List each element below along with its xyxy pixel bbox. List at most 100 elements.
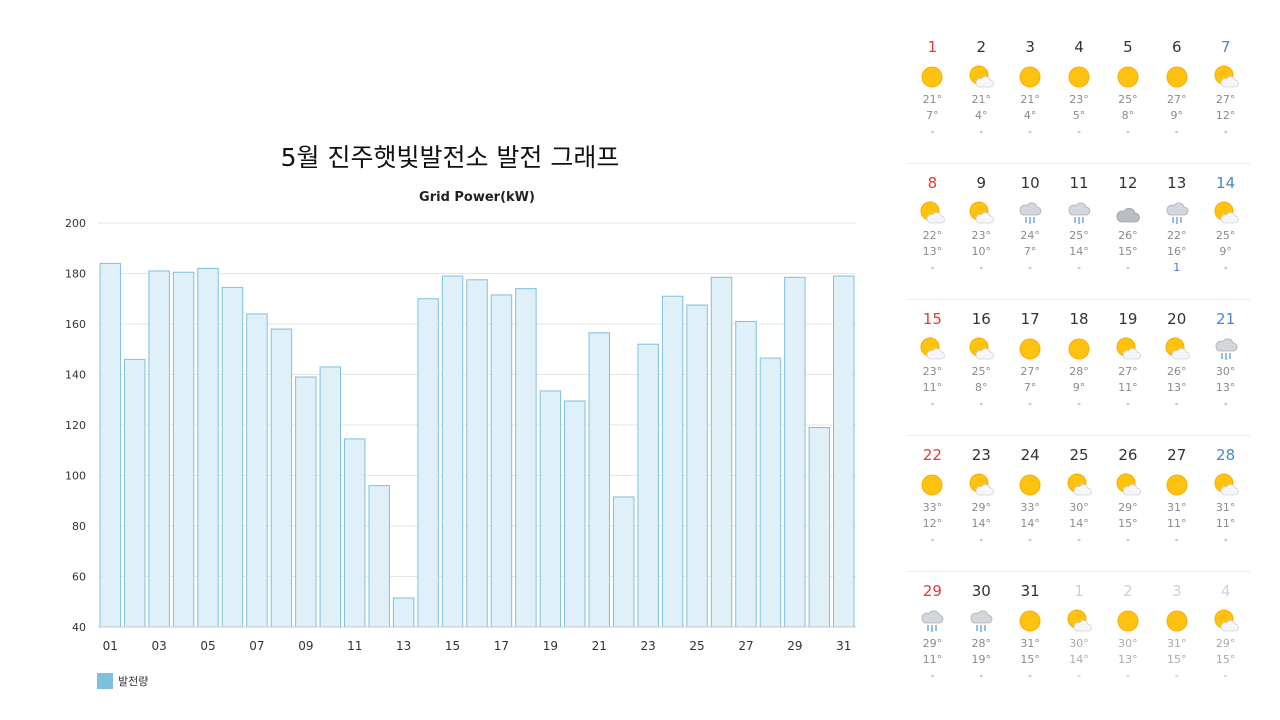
calendar-day[interactable]: 27 31° 11° - <box>1152 436 1201 571</box>
x-tick-label: 11 <box>347 639 362 653</box>
precipitation: - <box>1125 533 1130 546</box>
calendar-day[interactable]: 15 23° 11° - <box>908 300 957 435</box>
high-temp: 26° <box>1166 365 1187 378</box>
partly-cloudy-icon <box>1067 473 1092 496</box>
calendar-day[interactable]: 11 25° 14° - <box>1055 164 1104 299</box>
low-temp: 9° <box>1219 245 1232 258</box>
bar-27[interactable] <box>735 320 757 628</box>
x-tick-label: 09 <box>298 639 313 653</box>
bar-30[interactable] <box>808 427 831 628</box>
precipitation: - <box>1077 397 1081 410</box>
bar-31[interactable] <box>833 275 855 628</box>
precipitation: - <box>1125 397 1130 410</box>
low-temp: 14° <box>971 517 992 530</box>
bar-20[interactable] <box>564 400 586 628</box>
bar-29[interactable] <box>784 276 806 628</box>
low-temp: 13° <box>1118 653 1138 666</box>
bar-05[interactable] <box>197 267 219 628</box>
bar-17[interactable] <box>490 294 513 628</box>
bar-25[interactable] <box>686 304 708 628</box>
bar-02[interactable] <box>123 358 146 628</box>
day-number: 27 <box>1167 446 1187 464</box>
calendar-day[interactable]: 2 30° 13° - <box>1103 572 1152 708</box>
day-number: 6 <box>1171 38 1182 56</box>
low-temp: 12° <box>1215 109 1236 122</box>
bar-18[interactable] <box>515 288 537 628</box>
day-number: 14 <box>1216 174 1236 192</box>
bar-15[interactable] <box>441 275 464 628</box>
bar-19[interactable] <box>539 390 562 628</box>
calendar-day[interactable]: 20 26° 13° - <box>1152 300 1201 435</box>
day-number: 20 <box>1167 310 1187 328</box>
bar-13[interactable] <box>392 597 415 628</box>
calendar-day[interactable]: 13 22° 16° 1 <box>1152 164 1201 299</box>
bar-23[interactable] <box>637 343 659 628</box>
high-temp: 22° <box>922 229 943 242</box>
bar-21[interactable] <box>588 332 610 628</box>
bar-04[interactable] <box>172 271 195 628</box>
calendar-day[interactable]: 1 30° 14° - <box>1055 572 1104 708</box>
bar-11[interactable] <box>344 438 366 628</box>
calendar-day[interactable]: 26 29° 15° - <box>1103 436 1152 571</box>
bar-03[interactable] <box>148 270 170 628</box>
calendar-day[interactable]: 5 25° 8° - <box>1103 28 1152 163</box>
day-number: 15 <box>922 310 942 328</box>
day-number: 30 <box>971 582 991 600</box>
low-temp: 19° <box>971 653 992 666</box>
calendar-day[interactable]: 3 31° 15° - <box>1152 572 1201 708</box>
partly-cloudy-icon <box>969 65 995 88</box>
calendar-day[interactable]: 17 27° 7° - <box>1006 300 1055 435</box>
calendar-day[interactable]: 6 27° 9° - <box>1152 28 1201 163</box>
calendar-day[interactable]: 2 21° 4° - <box>957 28 1006 163</box>
calendar-day[interactable]: 7 27° 12° - <box>1201 28 1250 163</box>
calendar-day[interactable]: 28 31° 11° - <box>1201 436 1250 571</box>
precipitation: - <box>1223 397 1228 410</box>
calendar-day[interactable]: 16 25° 8° - <box>957 300 1006 435</box>
calendar-day[interactable]: 18 28° 9° - <box>1055 300 1104 435</box>
calendar-day[interactable]: 4 29° 15° - <box>1201 572 1250 708</box>
calendar-day[interactable]: 19 27° 11° - <box>1103 300 1152 435</box>
calendar-day[interactable]: 23 29° 14° - <box>957 436 1006 571</box>
bar-10[interactable] <box>319 366 342 628</box>
bar-09[interactable] <box>295 376 317 628</box>
bar-12[interactable] <box>368 485 390 628</box>
high-temp: 30° <box>1118 637 1138 650</box>
calendar-day[interactable]: 9 23° 10° - <box>957 164 1006 299</box>
bar-26[interactable] <box>710 276 733 628</box>
rain-icon <box>970 610 993 632</box>
calendar-day[interactable]: 24 33° 14° - <box>1006 436 1055 571</box>
calendar-day[interactable]: 8 22° 13° - <box>908 164 957 299</box>
calendar-day[interactable]: 21 30° 13° - <box>1201 300 1250 435</box>
x-tick-label: 27 <box>738 639 753 653</box>
bar-22[interactable] <box>612 496 635 628</box>
high-temp: 31° <box>1166 501 1187 514</box>
bar-28[interactable] <box>759 357 782 628</box>
low-temp: 14° <box>1069 245 1089 258</box>
bar-14[interactable] <box>417 298 439 628</box>
calendar-day[interactable]: 12 26° 15° - <box>1103 164 1152 299</box>
calendar-day[interactable]: 10 24° 7° - <box>1006 164 1055 299</box>
calendar-day[interactable]: 3 21° 4° - <box>1006 28 1055 163</box>
calendar-day[interactable]: 14 25° 9° - <box>1201 164 1250 299</box>
low-temp: 11° <box>1118 381 1138 394</box>
calendar-day[interactable]: 25 30° 14° - <box>1055 436 1104 571</box>
partly-cloudy-icon <box>1067 609 1092 632</box>
calendar-day[interactable]: 22 33° 12° - <box>908 436 957 571</box>
bar-07[interactable] <box>246 313 268 628</box>
legend[interactable]: 발전량 <box>97 673 148 689</box>
high-temp: 24° <box>1020 229 1040 242</box>
calendar-day[interactable]: 1 21° 7° - <box>908 28 957 163</box>
bar-01[interactable] <box>99 262 121 628</box>
calendar-day[interactable]: 31 31° 15° - <box>1006 572 1055 708</box>
calendar-day[interactable]: 4 23° 5° - <box>1055 28 1104 163</box>
high-temp: 21° <box>971 93 992 106</box>
high-temp: 27° <box>1166 93 1187 106</box>
bar-06[interactable] <box>221 286 244 628</box>
bar-24[interactable] <box>661 295 684 628</box>
low-temp: 7° <box>926 109 939 122</box>
calendar-day[interactable]: 30 28° 19° - <box>957 572 1006 708</box>
calendar-day[interactable]: 29 29° 11° - <box>908 572 957 708</box>
bar-16[interactable] <box>466 279 488 628</box>
day-number: 24 <box>1020 446 1040 464</box>
bar-08[interactable] <box>270 328 293 628</box>
